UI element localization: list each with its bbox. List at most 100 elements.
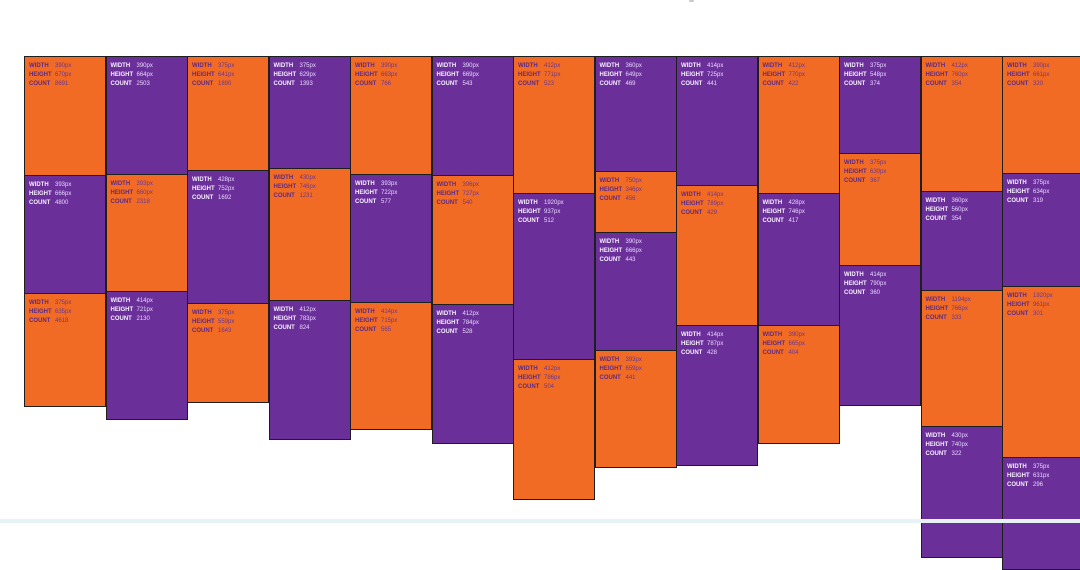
count-value: 8691 — [55, 81, 69, 87]
width-key: WIDTH — [1007, 180, 1027, 186]
width-key: WIDTH — [681, 192, 701, 198]
width-key: WIDTH — [1007, 293, 1027, 299]
width-key: WIDTH — [1007, 464, 1027, 470]
height-row: HEIGHT 641px — [192, 71, 234, 80]
count-value: 504 — [544, 384, 555, 390]
cell-labels: WIDTH 375px HEIGHT 635px COUNT 4618 — [29, 299, 71, 326]
count-key: COUNT — [273, 193, 295, 199]
height-value: 629px — [299, 72, 316, 78]
cell-labels: WIDTH 412px HEIGHT 783px COUNT 824 — [274, 306, 316, 333]
viewport-cell: WIDTH 412px HEIGHT 786px COUNT 504 — [513, 359, 595, 500]
cell-labels: WIDTH 360px HEIGHT 649px COUNT 469 — [600, 62, 642, 89]
count-row: COUNT 2130 — [111, 315, 153, 324]
width-key: WIDTH — [192, 177, 212, 183]
height-value: 669px — [462, 72, 479, 78]
width-value: 393px — [136, 181, 153, 187]
count-key: COUNT — [110, 81, 132, 87]
count-value: 360 — [870, 290, 881, 296]
width-value: 414px — [707, 332, 724, 338]
width-row: WIDTH 428px — [763, 199, 805, 208]
height-key: HEIGHT — [436, 320, 460, 326]
height-key: HEIGHT — [192, 72, 215, 78]
count-key: COUNT — [518, 384, 540, 390]
height-value: 721px — [136, 307, 153, 313]
width-row: WIDTH 428px — [192, 176, 234, 185]
height-row: HEIGHT 790px — [844, 280, 886, 289]
cell-labels: WIDTH 390px HEIGHT 661px COUNT 320 — [1007, 62, 1049, 89]
cell-labels: WIDTH 375px HEIGHT 634px COUNT 319 — [1007, 179, 1049, 206]
width-value: 390px — [381, 63, 398, 69]
width-value: 360px — [625, 63, 642, 69]
height-row: HEIGHT 786px — [518, 374, 560, 383]
cell-labels: WIDTH 428px HEIGHT 746px COUNT 417 — [763, 199, 805, 226]
width-key: WIDTH — [681, 332, 701, 338]
height-row: HEIGHT 783px — [274, 315, 316, 324]
width-key: WIDTH — [762, 200, 783, 206]
width-row: WIDTH 375px — [192, 62, 234, 71]
height-row: HEIGHT 663px — [355, 71, 397, 80]
count-value: 354 — [951, 81, 962, 87]
height-value: 670px — [55, 72, 72, 78]
count-row: COUNT 428 — [681, 349, 723, 358]
cell-labels: WIDTH 390px HEIGHT 663px COUNT 766 — [355, 62, 397, 89]
width-key: WIDTH — [355, 63, 375, 69]
width-row: WIDTH 375px — [274, 62, 316, 71]
count-value: 322 — [951, 451, 962, 457]
viewport-cell: WIDTH 375px HEIGHT 630px COUNT 367 — [839, 153, 921, 266]
width-value: 750px — [625, 178, 642, 184]
cell-labels: WIDTH 375px HEIGHT 630px COUNT 367 — [844, 159, 886, 186]
width-key: WIDTH — [925, 297, 946, 303]
width-row: WIDTH 390px — [437, 62, 479, 71]
height-value: 666px — [625, 248, 642, 254]
width-row: WIDTH 396px — [437, 181, 479, 190]
count-value: 441 — [625, 375, 636, 381]
height-row: HEIGHT 548px — [844, 71, 886, 80]
viewport-cell: WIDTH 414px HEIGHT 787px COUNT 428 — [676, 325, 758, 466]
height-row: HEIGHT 715px — [355, 317, 397, 326]
cell-labels: WIDTH 393px HEIGHT 660px COUNT 2318 — [111, 180, 153, 207]
height-value: 635px — [55, 309, 72, 315]
height-key: HEIGHT — [518, 209, 541, 215]
viewport-cell: WIDTH 412px HEIGHT 770px COUNT 422 — [757, 56, 840, 194]
cell-labels: WIDTH 393px HEIGHT 722px COUNT 577 — [355, 180, 397, 207]
viewport-cell: WIDTH 396px HEIGHT 727px COUNT 540 — [431, 175, 514, 305]
height-value: 548px — [870, 72, 887, 78]
width-row: WIDTH 375px — [844, 62, 886, 71]
width-row: WIDTH 360px — [926, 197, 968, 206]
height-key: HEIGHT — [844, 169, 867, 175]
count-row: COUNT 456 — [600, 195, 642, 204]
height-value: 630px — [870, 169, 887, 175]
count-value: 824 — [299, 325, 310, 331]
count-row: COUNT 2503 — [111, 80, 153, 89]
height-key: HEIGHT — [1007, 72, 1030, 78]
width-row: WIDTH 412px — [274, 306, 316, 315]
count-value: 543 — [462, 81, 473, 87]
width-row: WIDTH 412px — [518, 62, 560, 71]
count-row: COUNT 504 — [518, 383, 560, 392]
count-value: 374 — [870, 81, 881, 87]
count-key: COUNT — [599, 81, 621, 87]
height-key: HEIGHT — [273, 184, 297, 190]
width-key: WIDTH — [436, 63, 457, 69]
width-value: 1920px — [1033, 293, 1053, 299]
count-row: COUNT 417 — [763, 217, 805, 226]
count-key: COUNT — [518, 81, 540, 87]
cell-labels: WIDTH 1194px HEIGHT 766px COUNT 333 — [926, 296, 971, 323]
height-key: HEIGHT — [925, 207, 949, 213]
count-value: 319 — [1033, 198, 1044, 204]
count-row: COUNT 824 — [274, 324, 316, 333]
height-value: 783px — [299, 316, 316, 322]
width-row: WIDTH 1194px — [926, 296, 971, 305]
viewport-cell: WIDTH 390px HEIGHT 663px COUNT 766 — [350, 56, 432, 175]
height-key: HEIGHT — [518, 72, 541, 78]
count-row: COUNT 543 — [437, 80, 479, 89]
count-row: COUNT 1890 — [192, 80, 234, 89]
count-key: COUNT — [681, 210, 703, 216]
count-value: 565 — [381, 327, 392, 333]
width-row: WIDTH 393px — [111, 180, 153, 189]
viewport-cell: WIDTH 375px HEIGHT 629px COUNT 1393 — [268, 56, 351, 169]
cell-labels: WIDTH 375px HEIGHT 641px COUNT 1890 — [192, 62, 234, 89]
height-value: 760px — [951, 72, 968, 78]
count-key: COUNT — [681, 81, 703, 87]
count-key: COUNT — [273, 81, 295, 87]
